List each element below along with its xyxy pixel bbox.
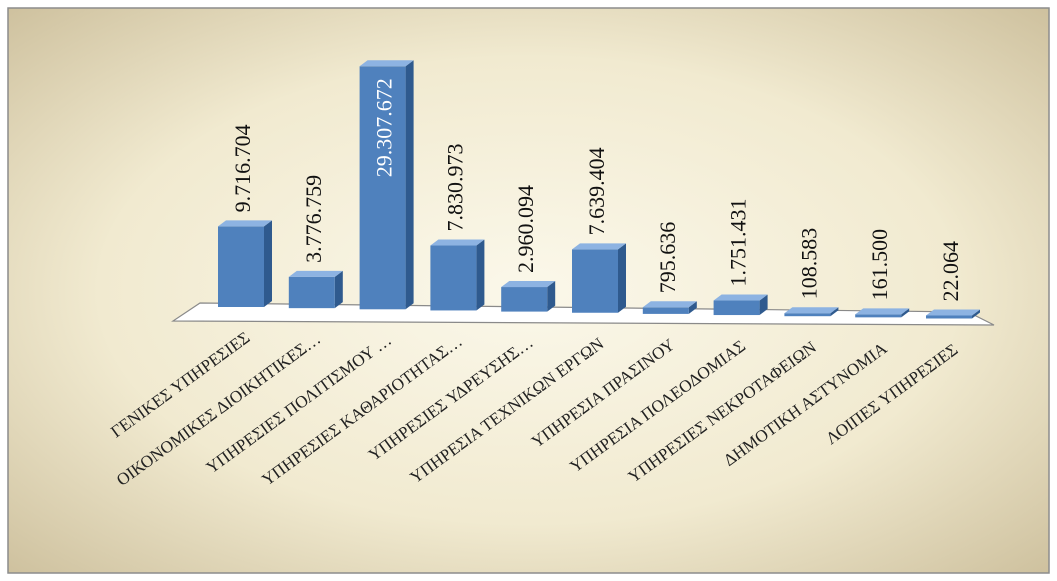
bar-top: [218, 220, 272, 227]
bar: [926, 309, 980, 319]
bar-front: [288, 276, 335, 309]
bar-side: [759, 294, 768, 316]
value-label: 108.583: [796, 228, 821, 300]
bar-front: [855, 314, 902, 318]
value-label: 161.500: [867, 229, 892, 301]
bar-side: [901, 308, 910, 318]
bar: [430, 239, 485, 311]
bar-side: [405, 60, 414, 310]
bar: [784, 307, 839, 317]
bar: [855, 308, 910, 318]
value-label: 1.751.431: [726, 199, 751, 287]
bars-group: [218, 60, 980, 319]
bar-top: [501, 281, 556, 288]
value-label: 2.960.094: [513, 185, 538, 273]
bar-side: [618, 243, 626, 313]
value-label: 7.830.973: [442, 144, 467, 232]
bar-front: [430, 245, 477, 311]
bar-front: [501, 287, 548, 312]
value-label: 29.307.672: [372, 78, 397, 177]
bar: [572, 243, 626, 313]
bar-side: [972, 309, 980, 319]
bar: [713, 294, 768, 316]
value-label: 3.776.759: [301, 175, 326, 263]
bar: [288, 270, 343, 309]
bar-top: [288, 270, 343, 277]
bar-side: [476, 239, 485, 311]
bar-top: [926, 309, 980, 316]
bar-front: [359, 66, 406, 310]
bar: [642, 301, 697, 314]
bar-front: [713, 300, 760, 316]
bar-front: [572, 249, 618, 313]
bar-top: [359, 60, 414, 67]
value-label: 9.716.704: [230, 124, 255, 212]
bar-side: [547, 281, 556, 312]
bar-side: [830, 307, 839, 317]
bar-top: [784, 307, 839, 314]
bar-front: [926, 315, 972, 319]
value-label: 795.636: [655, 222, 680, 294]
bar-front: [218, 226, 264, 307]
value-label: 7.639.404: [584, 147, 609, 235]
bar-top: [642, 301, 697, 308]
bar: [218, 220, 272, 307]
bar-top: [855, 308, 910, 315]
bar-top: [713, 294, 768, 301]
bar-side: [264, 220, 272, 307]
bar-front: [642, 307, 689, 314]
bar-side: [688, 301, 697, 314]
value-label: 22.064: [938, 241, 963, 302]
bar-top: [572, 243, 626, 250]
bar-side: [334, 270, 343, 309]
bar-front: [784, 313, 831, 317]
value-labels-group: 9.716.704 3.776.759 29.307.672 7.830.973 2.9…: [230, 78, 963, 301]
bar-top: [430, 239, 485, 246]
bar: [501, 281, 556, 312]
bar: [359, 60, 414, 310]
